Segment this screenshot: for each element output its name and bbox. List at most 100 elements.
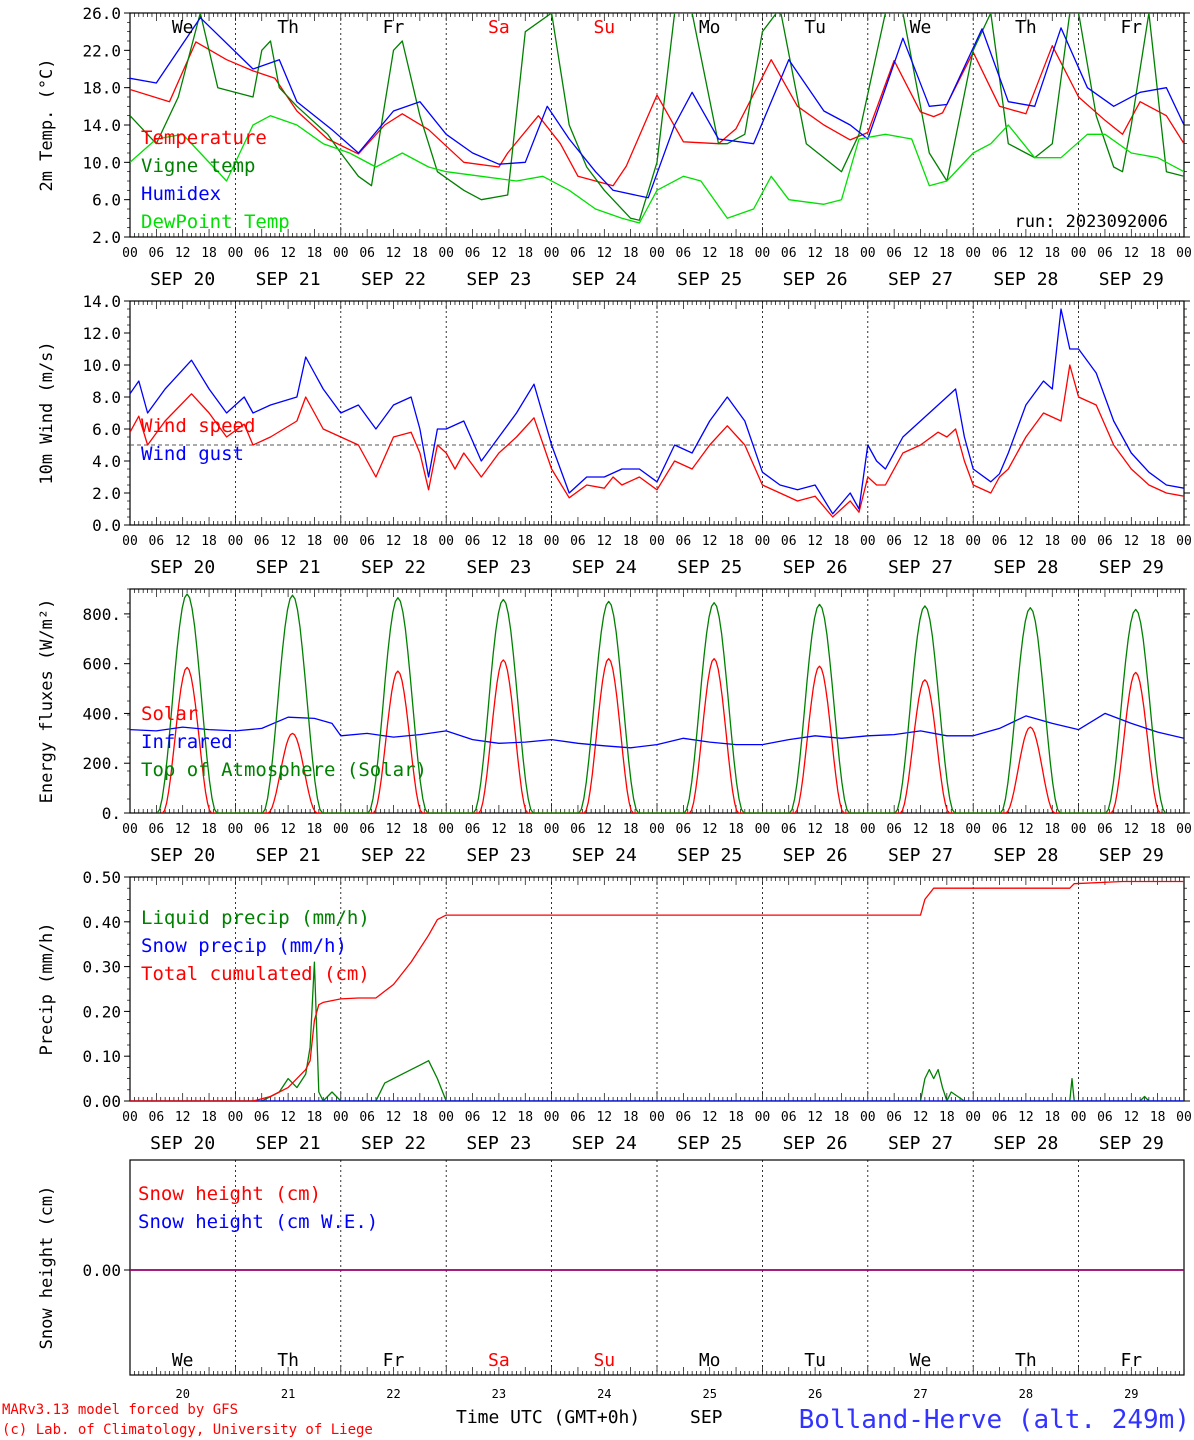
- date-number: 23: [492, 1387, 506, 1401]
- date-label: SEP 22: [361, 269, 426, 290]
- date-label: SEP 22: [361, 557, 426, 578]
- legend-entry: Vigne temp: [141, 155, 255, 177]
- hour-tick-label: 00: [438, 822, 454, 837]
- credit-line-1: MARv3.13 model forced by GFS: [2, 1402, 238, 1418]
- date-number: 26: [808, 1387, 822, 1401]
- y-tick-label: 6.0: [92, 191, 121, 210]
- hour-tick-label: 06: [1097, 1110, 1113, 1125]
- hour-tick-label: 00: [755, 534, 771, 549]
- legend-entry: Total cumulated (cm): [141, 963, 370, 985]
- hour-tick-label: 18: [307, 534, 323, 549]
- hour-tick-label: 00: [649, 1110, 665, 1125]
- series-line-liquid-precip-mm-h-: [130, 961, 1184, 1101]
- hour-tick-label: 06: [676, 822, 692, 837]
- hour-tick-label: 00: [1071, 1110, 1087, 1125]
- series-group: [130, 593, 1184, 813]
- y-tick-label: 10.0: [82, 153, 121, 172]
- hour-tick-label: 00: [544, 822, 560, 837]
- hour-tick-label: 06: [676, 534, 692, 549]
- day-label: Sa: [488, 1350, 510, 1371]
- day-label: Fr: [1120, 1350, 1142, 1371]
- legend-entry: Snow precip (mm/h): [141, 935, 347, 957]
- series-line-total-cumulated-cm-: [130, 880, 1184, 1101]
- y-tick-label: 800.: [82, 605, 121, 624]
- hour-tick-label: 00: [438, 1110, 454, 1125]
- legend-entry: Temperature: [141, 127, 267, 149]
- day-label: We: [172, 17, 194, 38]
- hour-tick-label: 18: [412, 1110, 428, 1125]
- hour-tick-label: 00: [228, 1110, 244, 1125]
- y-tick-label: 200.: [82, 754, 121, 773]
- hour-tick-label: 12: [702, 246, 718, 261]
- date-label: SEP 21: [256, 1133, 321, 1154]
- hour-tick-label: 06: [676, 1110, 692, 1125]
- hour-tick-label: 06: [570, 1110, 586, 1125]
- hour-tick-label: 18: [517, 822, 533, 837]
- date-label: SEP 26: [783, 269, 848, 290]
- date-label: SEP 27: [888, 269, 953, 290]
- hour-tick-label: 12: [807, 246, 823, 261]
- date-label: SEP 20: [150, 845, 215, 866]
- day-label: Mo: [699, 17, 721, 38]
- hour-tick-label: 18: [1044, 534, 1060, 549]
- date-label: SEP 28: [993, 557, 1058, 578]
- date-label: SEP 23: [466, 1133, 531, 1154]
- series-group: [130, 308, 1184, 518]
- date-label: SEP 24: [572, 845, 637, 866]
- date-label: SEP 28: [993, 269, 1058, 290]
- hour-tick-label: 12: [175, 246, 191, 261]
- hour-tick-label: 06: [149, 534, 165, 549]
- hour-tick-label: 18: [517, 246, 533, 261]
- hour-tick-label: 00: [544, 534, 560, 549]
- hour-tick-label: 12: [596, 534, 612, 549]
- hour-tick-label: 00: [1071, 246, 1087, 261]
- hour-tick-label: 06: [1097, 822, 1113, 837]
- date-number: 25: [702, 1387, 716, 1401]
- day-label: We: [172, 1350, 194, 1371]
- hour-tick-label: 12: [175, 822, 191, 837]
- run-annotation: run: 2023092006: [1014, 212, 1168, 232]
- hour-tick-label: 06: [781, 822, 797, 837]
- date-label: SEP 22: [361, 1133, 426, 1154]
- date-label: SEP 27: [888, 1133, 953, 1154]
- day-label: Mo: [699, 1350, 721, 1371]
- hour-tick-label: 06: [149, 822, 165, 837]
- hour-tick-label: 18: [1150, 822, 1166, 837]
- hour-tick-label: 12: [596, 1110, 612, 1125]
- series-line-top-of-atmosphere-solar-: [156, 593, 1167, 813]
- hour-tick-label: 12: [702, 1110, 718, 1125]
- y-tick-label: 0.0: [92, 516, 121, 535]
- y-tick-label: 0.50: [82, 868, 121, 887]
- time-axis-title: Time UTC (GMT+0h): [456, 1407, 640, 1428]
- panel-temp: 2.0 6.0 10.0 14.0 18.0 22.0 26.0 2m Temp. (°C) T…: [37, 4, 1192, 290]
- series-line-infrared: [130, 712, 1184, 749]
- hour-tick-label: 18: [201, 822, 217, 837]
- hour-tick-label: 18: [623, 246, 639, 261]
- hour-tick-label: 12: [280, 822, 296, 837]
- hour-tick-label: 18: [623, 822, 639, 837]
- hour-tick-label: 06: [570, 246, 586, 261]
- y-tick-label: 0.10: [82, 1047, 121, 1066]
- date-label: SEP 20: [150, 1133, 215, 1154]
- date-label: SEP 27: [888, 845, 953, 866]
- hour-tick-label: 18: [1150, 534, 1166, 549]
- hour-tick-label: 12: [913, 822, 929, 837]
- y-tick-label: 2.0: [92, 228, 121, 247]
- hour-tick-label: 00: [860, 822, 876, 837]
- y-axis-label: Snow height (cm): [37, 1186, 57, 1350]
- hour-tick-label: 12: [702, 822, 718, 837]
- hour-tick-label: 18: [1044, 246, 1060, 261]
- date-label: SEP 25: [677, 1133, 742, 1154]
- day-label: Th: [1015, 17, 1037, 38]
- hour-tick-label: 06: [359, 246, 375, 261]
- day-label: We: [910, 17, 932, 38]
- hour-tick-label: 00: [228, 822, 244, 837]
- date-label: SEP 24: [572, 1133, 637, 1154]
- hour-tick-label: 12: [491, 822, 507, 837]
- y-tick-label: 26.0: [82, 4, 121, 23]
- y-tick-label: 10.0: [82, 356, 121, 375]
- y-tick-label: 600.: [82, 655, 121, 674]
- hour-tick-label: 06: [465, 246, 481, 261]
- hour-tick-label: 18: [201, 534, 217, 549]
